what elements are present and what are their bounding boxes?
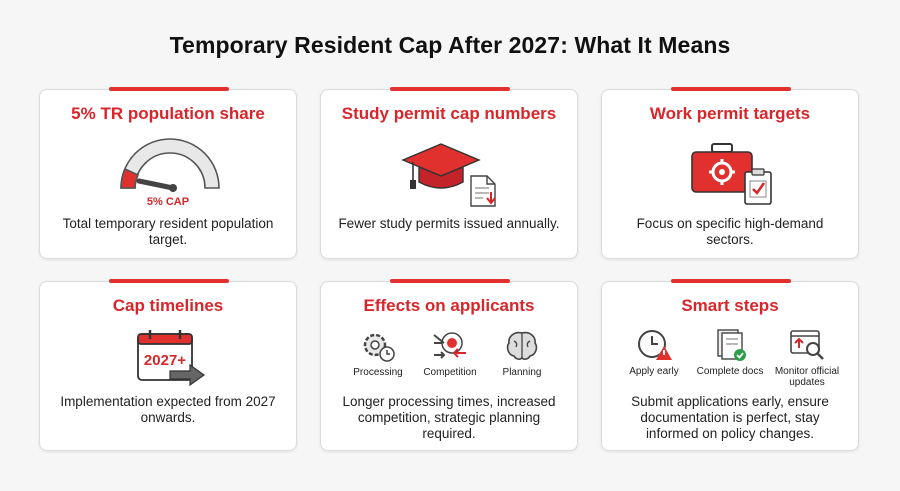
card-heading: Cap timelines bbox=[112, 296, 224, 315]
gears-clock-icon bbox=[363, 333, 395, 362]
card-smart-steps: Smart steps Apply early Complete docs bbox=[601, 279, 859, 451]
card-accent-bar bbox=[109, 87, 229, 91]
gauge-label: 5% CAP bbox=[146, 196, 190, 208]
toolbox-icon bbox=[691, 143, 753, 193]
brain-icon bbox=[506, 331, 538, 360]
card-cap-timelines: Cap timelines 2027+ Implementation expec… bbox=[39, 279, 297, 451]
monitor-search-icon bbox=[790, 330, 824, 360]
gauge-icon bbox=[120, 138, 220, 192]
card-description: Fewer study permits issued annually. bbox=[338, 216, 560, 231]
document-icon bbox=[470, 175, 496, 207]
card-heading: 5% TR population share bbox=[71, 104, 265, 123]
card-heading: Smart steps bbox=[681, 296, 779, 315]
card-description: Total temporary resident population targ… bbox=[62, 216, 274, 247]
effect-competition: Competition bbox=[415, 329, 485, 378]
card-accent-bar bbox=[671, 87, 791, 91]
card-heading: Study permit cap numbers bbox=[341, 104, 557, 123]
card-tr-population-share: 5% TR population share 5% CAP Total temp… bbox=[39, 87, 297, 259]
step-label: Complete docs bbox=[696, 366, 764, 377]
step-label-2: updates bbox=[789, 377, 825, 388]
graduation-cap-icon bbox=[401, 143, 481, 189]
card-description: Submit applications early, ensure docume… bbox=[631, 394, 829, 441]
card-heading: Work permit targets bbox=[649, 104, 811, 123]
card-accent-bar bbox=[390, 87, 510, 91]
step-label: Apply early bbox=[629, 366, 679, 377]
arrow-right-icon bbox=[169, 364, 206, 386]
card-work-permit-targets: Work permit targets Focus on specific hi… bbox=[601, 87, 859, 259]
documents-check-icon bbox=[717, 329, 746, 361]
clock-alert-icon bbox=[638, 330, 672, 360]
effect-processing: Processing bbox=[343, 329, 413, 378]
step-label: Monitor official bbox=[774, 366, 840, 377]
card-description: Focus on specific high-demand sectors. bbox=[636, 216, 824, 247]
calendar-icon bbox=[137, 330, 193, 381]
step-monitor-updates: Monitor official updates bbox=[768, 328, 846, 388]
clipboard-check-icon bbox=[744, 168, 772, 205]
step-complete-docs: Complete docs bbox=[694, 328, 766, 377]
effect-label: Processing bbox=[353, 367, 403, 378]
card-accent-bar bbox=[109, 279, 229, 283]
card-accent-bar bbox=[671, 279, 791, 283]
card-study-permit-cap: Study permit cap numbers Fewer study per… bbox=[320, 87, 578, 259]
card-description: Longer processing times, increased compe… bbox=[342, 394, 556, 441]
step-apply-early: Apply early bbox=[618, 328, 690, 377]
page-title: Temporary Resident Cap After 2027: What … bbox=[169, 32, 731, 58]
effect-planning: Planning bbox=[487, 329, 557, 378]
card-description: Implementation expected from 2027 onward… bbox=[60, 394, 276, 425]
card-accent-bar bbox=[390, 279, 510, 283]
calendar-label: 2027+ bbox=[143, 352, 187, 369]
target-arrows-icon bbox=[433, 332, 466, 359]
effect-label: Planning bbox=[502, 367, 542, 378]
effect-label: Competition bbox=[423, 367, 477, 378]
card-effects-on-applicants: Effects on applicants Processing Competi… bbox=[320, 279, 578, 451]
card-heading: Effects on applicants bbox=[363, 296, 535, 315]
